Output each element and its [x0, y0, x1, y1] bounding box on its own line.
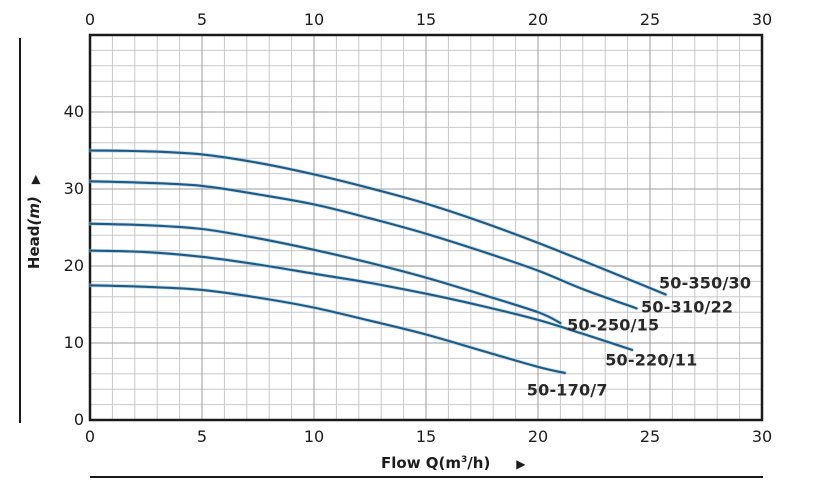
outer-bottom-rule [90, 476, 763, 478]
curve-50-350/30 [88, 149, 667, 296]
x-tick-bottom-10: 10 [303, 427, 325, 446]
curve-50-250/15 [88, 222, 562, 325]
x-tick-top-5: 5 [196, 10, 208, 29]
x-tick-bottom-5: 5 [196, 427, 208, 446]
curve-label-50-350/30: 50-350/30 [658, 273, 752, 293]
x-axis-arrow-icon: ▶ [516, 457, 526, 471]
x-tick-top-20: 20 [527, 10, 549, 29]
x-tick-top-30: 30 [751, 10, 773, 29]
pump-curves [88, 148, 668, 375]
x-axis-title-text: Flow Q(m [381, 454, 462, 472]
curve-label-50-250/15: 50-250/15 [567, 315, 660, 335]
y-axis-unit: (m) [25, 196, 43, 226]
grid-major-lines [90, 35, 762, 420]
y-axis-title: Head(m) ▶ [25, 132, 47, 312]
y-tick-30: 30 [63, 179, 84, 198]
y-tick-20: 20 [63, 256, 84, 275]
y-axis-arrow-icon: ▶ [28, 174, 42, 185]
curve-label-50-310/22: 50-310/22 [641, 297, 734, 317]
x-tick-top-0: 0 [84, 10, 96, 29]
x-tick-top-25: 25 [639, 10, 661, 29]
curve-label-50-170/7: 50-170/7 [526, 380, 608, 400]
x-axis-title-end: /h) [467, 454, 491, 472]
y-tick-40: 40 [63, 102, 84, 121]
x-tick-top-10: 10 [303, 10, 325, 29]
y-tick-0: 0 [73, 410, 84, 429]
y-axis-title-text: Head [25, 225, 43, 270]
curve-label-50-220/11: 50-220/11 [605, 350, 698, 370]
x-axis-title-sup: 3 [461, 455, 468, 465]
x-tick-bottom-20: 20 [527, 427, 549, 446]
outer-left-rule [19, 38, 21, 423]
x-axis-title: Flow Q(m3/h) ▶ [381, 454, 581, 474]
plot-border [88, 33, 764, 422]
curve-50-220/11 [88, 249, 634, 351]
curve-50-310/22 [88, 180, 638, 310]
curve-50-170/7 [88, 284, 566, 375]
x-tick-bottom-0: 0 [84, 427, 96, 446]
x-tick-bottom-30: 30 [751, 427, 773, 446]
x-tick-bottom-25: 25 [639, 427, 661, 446]
x-tick-top-15: 15 [415, 10, 437, 29]
y-tick-10: 10 [63, 333, 84, 352]
x-tick-bottom-15: 15 [415, 427, 437, 446]
